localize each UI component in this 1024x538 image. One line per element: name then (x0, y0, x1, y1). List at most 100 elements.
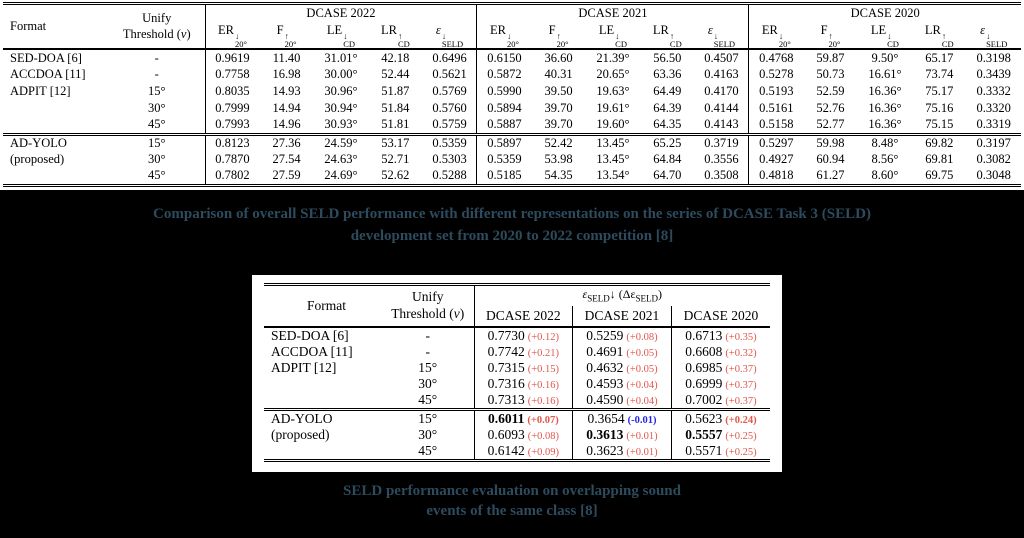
metric-value-cell: 0.5621 (432, 67, 467, 81)
threshold-cell: - (425, 327, 431, 343)
metric-value-cell: 13.45° (585, 132, 641, 151)
table-row: AD-YOLO 15° 0.6011 (+0.07) 0.3654 (-0.01) … (264, 407, 770, 427)
table-row: (proposed) 30° 0.6093 (+0.08) 0.3613 (+0.0… (264, 426, 770, 443)
metric-value-cell: 0.5623 (+0.24) (670, 407, 770, 427)
table-row: SED-DOA [6] - 0.7730 (+0.12) 0.5259 (+0.08… (264, 326, 770, 344)
metric-value-cell: 0.5359 (476, 151, 532, 168)
threshold-cell: 30° (418, 375, 438, 391)
metric-value-cell: 0.5887 (476, 117, 532, 134)
metric-header-eseld: ε ↓ SELD (422, 22, 477, 50)
table-row: ACCDOA [11] - 0.7742 (+0.21) 0.4691 (+0.05… (264, 343, 770, 360)
metric-value-cell: 0.3048 (976, 168, 1011, 183)
format-cell (3, 168, 109, 185)
metric-header-le: LE ↓ CD (857, 22, 913, 50)
column-header-dcase-2021: DCASE 2021 (572, 305, 672, 328)
metric-value-cell: 59.98 (803, 132, 858, 151)
metric-value-cell: 51.84 (381, 101, 410, 115)
metric-value-cell: 75.17 (925, 84, 954, 98)
delta-value: (+0.01) (626, 446, 658, 458)
threshold-cell: 45° (148, 117, 166, 132)
metric-header-le: LE ↓ CD (585, 22, 641, 50)
metric-value-cell: 0.8123 (204, 132, 260, 151)
metric-header-le: LE ↓ CD (313, 22, 369, 50)
metric-value-cell: 16.36° (868, 84, 902, 98)
metric-value-cell: 0.4768 (748, 49, 804, 66)
metric-value-cell: 0.3320 (976, 101, 1011, 115)
metric-value-cell: 39.50 (544, 84, 573, 98)
metric-value-cell: 52.62 (381, 168, 410, 183)
format-cell: ADPIT [12] (271, 359, 337, 375)
results-table-2: Format Unify Threshold (v) εSELD↓ (ΔεSEL… (264, 282, 770, 462)
metric-value-cell: 0.7002 (+0.37) (670, 391, 770, 409)
results-table-2-panel: Format Unify Threshold (v) εSELD↓ (ΔεSEL… (252, 274, 782, 472)
unify-label: Unify (412, 288, 444, 304)
down-arrow-icon: ↓ (441, 30, 447, 41)
metric-value-cell: 0.4632 (+0.05) (572, 359, 672, 376)
metric-value-cell: 52.42 (531, 132, 586, 151)
down-arrow-icon: ↓ (778, 30, 784, 41)
metric-value-cell: 50.73 (816, 67, 845, 81)
metric-value-cell: 19.60° (596, 117, 630, 132)
metric-value-cell: 30.00° (324, 67, 358, 81)
metric-value-cell: 40.31 (544, 67, 573, 81)
unify-label: Unify (142, 10, 172, 25)
delta-value: (+0.16) (527, 379, 560, 391)
metric-value-cell: 0.6093 (+0.08) (473, 426, 573, 443)
metric-value-cell: 0.7993 (204, 117, 260, 134)
metric-value-cell: 0.4927 (748, 151, 804, 168)
metric-value-cell: 0.7802 (204, 168, 260, 185)
unify-threshold-header: Unify Threshold (v) (109, 3, 205, 50)
delta-value: (-0.01) (627, 414, 657, 426)
group-header-dcase-2022: DCASE 2022 (204, 3, 477, 23)
metric-value-cell: 30.94° (324, 101, 358, 115)
format-cell: ACCDOA [11] (10, 67, 86, 81)
metric-value-cell: 0.4590 (+0.04) (572, 391, 672, 409)
metric-value-cell: 0.5161 (748, 100, 804, 117)
delta-value: (+0.08) (527, 430, 560, 442)
metric-value-cell: 0.7742 (+0.21) (473, 343, 573, 360)
table1-caption: Comparison of overall SELD performance w… (0, 203, 1024, 247)
metric-value-cell: 14.94 (272, 101, 301, 115)
metric-value-cell: 0.7870 (204, 151, 260, 168)
metric-value-cell: 0.6999 (+0.37) (670, 375, 770, 392)
metric-value-cell: 64.84 (653, 152, 682, 166)
table2-caption-line2: events of the same class [8] (426, 502, 598, 519)
metric-value-cell: 0.3332 (976, 84, 1011, 98)
table1-caption-line1: Comparison of overall SELD performance w… (153, 205, 871, 222)
format-cell: ADPIT [12] (10, 84, 71, 98)
metric-value-cell: 0.6142 (+0.09) (473, 442, 573, 460)
metric-value-cell: 21.39° (596, 50, 630, 65)
down-arrow-icon: ↓ (234, 30, 240, 41)
metric-value-cell: 0.5990 (476, 83, 532, 100)
format-cell: SED-DOA [6] (10, 50, 82, 65)
metric-value-cell: 75.15 (925, 117, 954, 132)
threshold-cell: - (154, 67, 159, 81)
table-row: ADPIT [12] 15° 0.7315 (+0.15) 0.4632 (+0.0… (264, 359, 770, 376)
format-header: Format (264, 284, 382, 328)
metric-value-cell: 27.59 (272, 168, 301, 183)
metric-value-cell: 0.5278 (748, 66, 804, 83)
metric-value-cell: 19.63° (596, 84, 630, 98)
metric-value-cell: 0.7758 (204, 66, 260, 83)
metric-value-cell: 0.3654 (-0.01) (572, 407, 672, 427)
down-arrow-icon: ↓ (343, 30, 348, 41)
threshold-cell: 30° (148, 101, 166, 115)
metric-value-cell: 0.5769 (432, 84, 467, 98)
eseld-delta-header: εSELD↓ (ΔεSELD) (473, 284, 770, 306)
format-cell: AD-YOLO (3, 132, 109, 151)
format-cell: SED-DOA [6] (271, 327, 349, 343)
delta-value: (+0.05) (626, 363, 658, 375)
metric-value-cell: 52.77 (816, 117, 845, 132)
metric-value-cell: 11.40 (272, 50, 301, 65)
delta-value: (+0.05) (626, 347, 658, 359)
metric-value-cell: 30.93° (324, 117, 358, 132)
metric-value-cell: 0.3197 (966, 132, 1021, 151)
metric-value-cell: 64.35 (653, 117, 682, 132)
delta-value: (+0.16) (527, 395, 560, 407)
metric-value-cell: 0.5760 (432, 101, 467, 115)
threshold-label: Threshold (v) (122, 26, 191, 41)
unify-threshold-header: Unify Threshold (v) (382, 284, 474, 328)
table-row: 45° 0.7802 27.59 24.69° 52.62 0.5288 0.5185 5… (3, 168, 1021, 185)
up-arrow-icon: ↑ (669, 30, 675, 41)
metric-value-cell: 64.39 (653, 101, 682, 115)
